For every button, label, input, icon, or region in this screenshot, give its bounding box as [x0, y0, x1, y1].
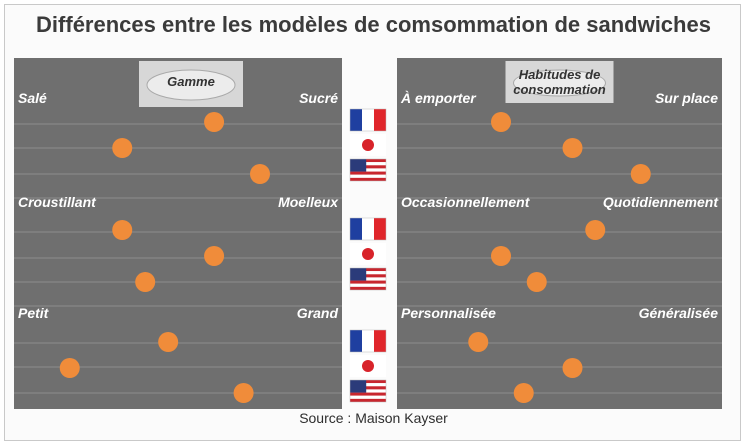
- data-point-tatsunis: [630, 164, 651, 184]
- france-flag-icon: [349, 108, 387, 132]
- flag-sun: [362, 139, 374, 151]
- panel-gamme: Gamme Salé Sucré Croustillant Moelleux Petit G…: [14, 58, 342, 409]
- source-note: Source : Maison Kayser: [299, 410, 448, 426]
- flag-stripe: [350, 271, 386, 275]
- axis-label-right: Quotidiennement: [603, 194, 719, 210]
- panel-background: [397, 58, 722, 409]
- flag-stripe: [362, 218, 374, 240]
- flag-stripe: [350, 274, 386, 278]
- data-point-tatsunis: [135, 272, 156, 292]
- flag-stripe: [350, 162, 386, 166]
- japan-flag-icon: [350, 243, 386, 265]
- panel-title-line: Habitudes de: [519, 67, 601, 82]
- axis-label-left: Croustillant: [18, 194, 97, 210]
- data-point-japon: [491, 246, 511, 266]
- panel-title-badge-loaf: [146, 69, 236, 101]
- data-point-tatsunis: [233, 383, 254, 403]
- flag-stripe: [350, 218, 362, 240]
- flag-stripe: [350, 283, 386, 287]
- france-flag-icon: [349, 329, 387, 353]
- flag-border: [349, 158, 387, 182]
- data-point-tatsunis: [513, 383, 534, 403]
- flag-canton: [350, 159, 367, 172]
- panel-habitudes: Habitudes de consommation À emporter Sur pl…: [397, 58, 722, 409]
- data-point-france: [204, 112, 225, 132]
- flag-border: [349, 108, 387, 132]
- flag-stripe: [350, 168, 386, 172]
- data-point-france: [468, 332, 489, 352]
- flag-stripe: [350, 171, 386, 175]
- us-flag-icon: [349, 379, 387, 403]
- flag-border: [349, 217, 387, 241]
- flag-stripe: [350, 177, 386, 181]
- flag-sun: [362, 360, 374, 372]
- data-point-france: [491, 112, 511, 132]
- axis-label-right: Sucré: [299, 90, 338, 106]
- flag-stripe: [350, 383, 386, 387]
- data-point-japon: [59, 358, 80, 378]
- flag-stripe: [350, 380, 386, 384]
- axis-label-left: À emporter: [400, 90, 477, 106]
- flag-stripe: [350, 389, 386, 393]
- flag-border: [349, 329, 387, 353]
- france-flag-icon: [349, 217, 387, 241]
- panel-title-line: consommation: [513, 82, 606, 97]
- panel-title-badge-loaf: [513, 69, 606, 97]
- axis-label-right: Grand: [297, 305, 339, 321]
- flag-stripe: [374, 218, 386, 240]
- data-point-japon: [204, 246, 225, 266]
- flag-stripe: [350, 280, 386, 284]
- flag-stripe: [350, 109, 362, 131]
- data-point-france: [158, 332, 179, 352]
- flag-stripe: [350, 386, 386, 390]
- flag-stripe: [350, 286, 386, 290]
- flag-stripe: [374, 109, 386, 131]
- flag-stripe: [350, 165, 386, 169]
- flag-stripe: [350, 277, 386, 281]
- panel-title-line: Gamme: [167, 74, 215, 89]
- panel-background: [14, 58, 342, 409]
- chart-title: Différences entre les modèles de comsomm…: [36, 12, 711, 37]
- data-point-france: [112, 220, 133, 240]
- flag-column: [349, 108, 387, 403]
- axis-label-right: Sur place: [655, 90, 718, 106]
- japan-flag-icon: [350, 134, 386, 156]
- axis-label-left: Personnalisée: [401, 305, 496, 321]
- flag-stripe: [362, 109, 374, 131]
- data-point-tatsunis: [250, 164, 270, 184]
- us-flag-icon: [349, 158, 387, 182]
- japan-flag-icon: [350, 355, 386, 377]
- flag-stripe: [350, 330, 362, 352]
- flag-stripe: [350, 268, 386, 272]
- flag-border: [349, 267, 387, 291]
- axis-label-right: Généralisée: [639, 305, 719, 321]
- data-point-france: [585, 220, 606, 240]
- axis-label-left: Salé: [18, 90, 47, 106]
- flag-sun: [362, 248, 374, 260]
- flag-stripe: [350, 398, 386, 402]
- flag-stripe: [350, 392, 386, 396]
- data-point-japon: [562, 358, 583, 378]
- axis-label-right: Moelleux: [278, 194, 339, 210]
- flag-canton: [350, 268, 367, 281]
- us-flag-icon: [349, 267, 387, 291]
- flag-stripe: [374, 330, 386, 352]
- flag-stripe: [350, 395, 386, 399]
- flag-stripe: [362, 330, 374, 352]
- flag-stripe: [350, 174, 386, 178]
- data-point-japon: [562, 138, 583, 158]
- data-point-tatsunis: [526, 272, 547, 292]
- panel-title: Habitudes de consommation: [513, 67, 606, 97]
- panel-title: Gamme: [167, 74, 215, 89]
- data-point-japon: [112, 138, 133, 158]
- axis-label-left: Occasionnellement: [401, 194, 531, 210]
- flag-border: [349, 379, 387, 403]
- flag-stripe: [350, 159, 386, 163]
- axis-label-left: Petit: [18, 305, 50, 321]
- flag-canton: [350, 380, 367, 393]
